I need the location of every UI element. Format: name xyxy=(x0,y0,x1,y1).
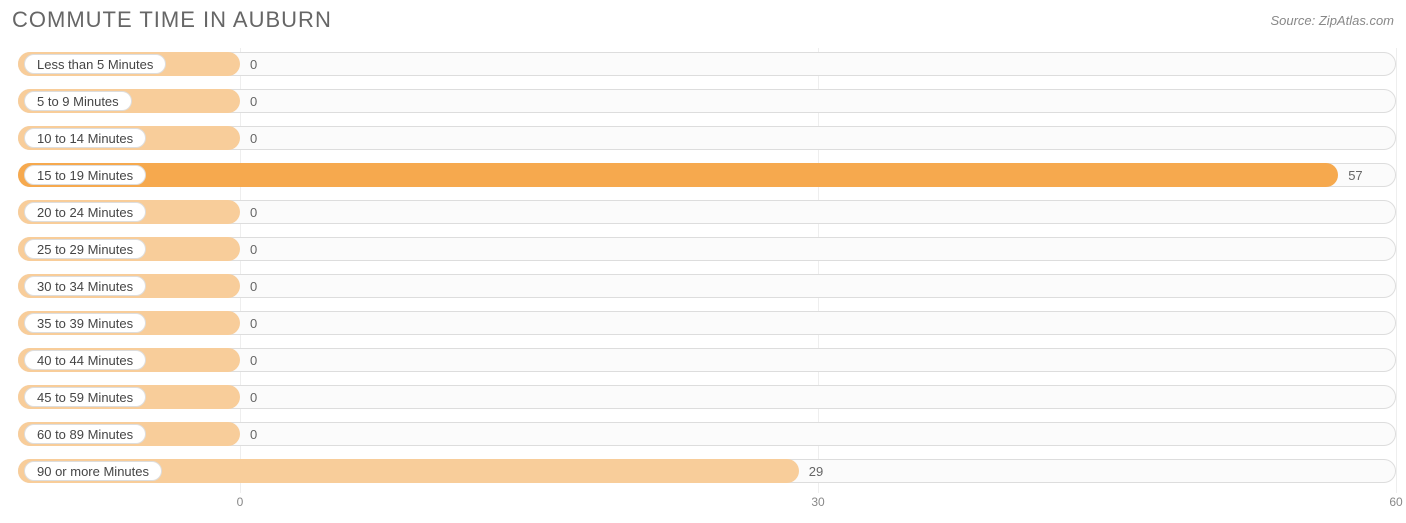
value-label: 0 xyxy=(250,89,257,113)
chart-row: 90 or more Minutes 29 xyxy=(18,455,1396,487)
category-label: 25 to 29 Minutes xyxy=(24,239,146,259)
chart-row: 5 to 9 Minutes 0 xyxy=(18,85,1396,117)
chart-row: Less than 5 Minutes 0 xyxy=(18,48,1396,80)
category-label: Less than 5 Minutes xyxy=(24,54,166,74)
category-label: 20 to 24 Minutes xyxy=(24,202,146,222)
bar xyxy=(18,163,1338,187)
chart-row: 25 to 29 Minutes 0 xyxy=(18,233,1396,265)
category-label: 5 to 9 Minutes xyxy=(24,91,132,111)
chart-row: 35 to 39 Minutes 0 xyxy=(18,307,1396,339)
category-label: 60 to 89 Minutes xyxy=(24,424,146,444)
value-label: 0 xyxy=(250,422,257,446)
chart-source: Source: ZipAtlas.com xyxy=(1270,13,1394,28)
chart-row: 60 to 89 Minutes 0 xyxy=(18,418,1396,450)
category-label: 90 or more Minutes xyxy=(24,461,162,481)
category-label: 40 to 44 Minutes xyxy=(24,350,146,370)
category-label: 45 to 59 Minutes xyxy=(24,387,146,407)
value-label: 29 xyxy=(809,459,823,483)
value-label: 0 xyxy=(250,385,257,409)
value-label: 0 xyxy=(250,311,257,335)
x-axis-tick: 60 xyxy=(1389,495,1402,509)
x-axis-tick: 30 xyxy=(811,495,824,509)
chart-title: COMMUTE TIME IN AUBURN xyxy=(12,7,332,33)
chart-header: COMMUTE TIME IN AUBURN Source: ZipAtlas.… xyxy=(0,0,1406,40)
category-label: 35 to 39 Minutes xyxy=(24,313,146,333)
value-label: 0 xyxy=(250,52,257,76)
value-label: 0 xyxy=(250,200,257,224)
chart-row: 45 to 59 Minutes 0 xyxy=(18,381,1396,413)
gridline xyxy=(1396,48,1397,493)
x-axis-tick: 0 xyxy=(237,495,244,509)
chart-area: Less than 5 Minutes05 to 9 Minutes010 to… xyxy=(18,48,1396,493)
x-axis: 03060 xyxy=(18,495,1396,515)
chart-row: 15 to 19 Minutes 57 xyxy=(18,159,1396,191)
chart-row: 40 to 44 Minutes 0 xyxy=(18,344,1396,376)
category-label: 10 to 14 Minutes xyxy=(24,128,146,148)
category-label: 30 to 34 Minutes xyxy=(24,276,146,296)
value-label: 0 xyxy=(250,237,257,261)
value-label: 0 xyxy=(250,126,257,150)
value-label: 57 xyxy=(1348,163,1362,187)
chart-row: 30 to 34 Minutes 0 xyxy=(18,270,1396,302)
value-label: 0 xyxy=(250,274,257,298)
category-label: 15 to 19 Minutes xyxy=(24,165,146,185)
chart-row: 20 to 24 Minutes 0 xyxy=(18,196,1396,228)
value-label: 0 xyxy=(250,348,257,372)
chart-row: 10 to 14 Minutes 0 xyxy=(18,122,1396,154)
